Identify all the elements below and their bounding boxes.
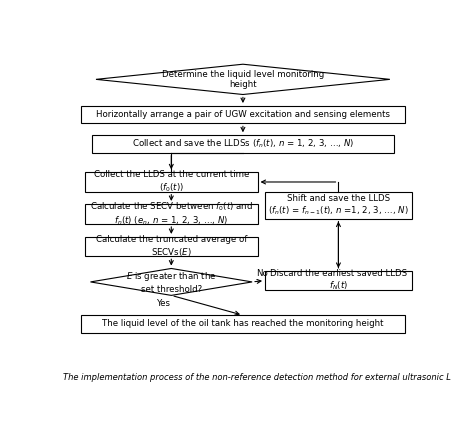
Polygon shape — [91, 268, 252, 295]
FancyBboxPatch shape — [92, 135, 393, 153]
FancyBboxPatch shape — [265, 271, 412, 290]
Text: Calculate the SECV between $f_0$($t$) and
$f_n$($t$) ($e_n$, $n$ = 1, 2, 3, …, $: Calculate the SECV between $f_0$($t$) an… — [90, 201, 253, 227]
FancyBboxPatch shape — [85, 204, 258, 224]
Text: The implementation process of the non-reference detection method for external ul: The implementation process of the non-re… — [63, 373, 451, 382]
FancyBboxPatch shape — [82, 106, 405, 123]
FancyBboxPatch shape — [265, 192, 412, 218]
Polygon shape — [96, 64, 390, 94]
Text: Collect and save the LLDSs ($f_n$($t$), $n$ = 1, 2, 3, …, $N$): Collect and save the LLDSs ($f_n$($t$), … — [132, 138, 354, 150]
Text: Yes: Yes — [157, 299, 171, 309]
Text: Discard the earliest saved LLDS
$f_N$($t$): Discard the earliest saved LLDS $f_N$($t… — [270, 269, 407, 292]
Text: Calculate the truncated average of
SECVs($E$): Calculate the truncated average of SECVs… — [96, 235, 247, 258]
FancyBboxPatch shape — [82, 315, 405, 333]
Text: The liquid level of the oil tank has reached the monitoring height: The liquid level of the oil tank has rea… — [102, 319, 383, 329]
Text: Collect the LLDS at the current time
($f_0$($t$)): Collect the LLDS at the current time ($f… — [93, 170, 249, 194]
FancyBboxPatch shape — [85, 172, 258, 192]
Text: No: No — [256, 269, 267, 278]
Text: Horizontally arrange a pair of UGW excitation and sensing elements: Horizontally arrange a pair of UGW excit… — [96, 110, 390, 119]
Text: Determine the liquid level monitoring
height: Determine the liquid level monitoring he… — [162, 69, 324, 89]
Text: $E$ is greater than the
set threshold?: $E$ is greater than the set threshold? — [126, 270, 217, 294]
FancyBboxPatch shape — [85, 237, 258, 257]
Text: Shift and save the LLDS
($f_n$($t$) = $f_{n-1}$($t$), $n$ =1, 2, 3, …, $N$): Shift and save the LLDS ($f_n$($t$) = $f… — [268, 194, 409, 217]
